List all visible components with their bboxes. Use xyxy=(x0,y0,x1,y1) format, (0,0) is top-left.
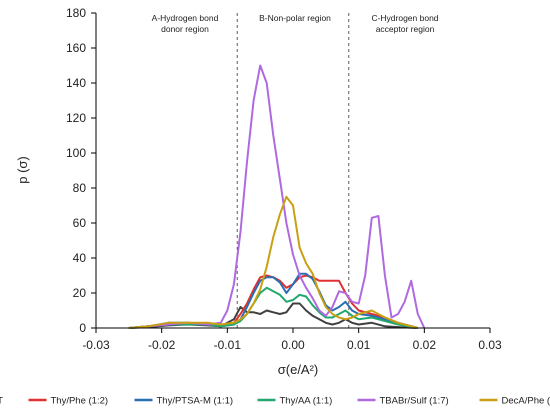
legend-label-5: TBABr/Sulf (1:7) xyxy=(380,396,449,407)
axes xyxy=(95,13,490,329)
legend: PET Thy/Phe (1:2) Thy/PTSA-M (1:1) Thy/AA (… xyxy=(0,396,550,407)
series-lines xyxy=(128,64,426,329)
x-tick-label: -0.01 xyxy=(214,338,242,352)
x-axis-label: σ(e/A²) xyxy=(278,362,319,377)
region-a-label-line2: donor region xyxy=(161,24,209,34)
x-tick-label: 0.03 xyxy=(478,338,502,352)
region-a-label-line1: A-Hydrogen bond xyxy=(152,13,219,23)
x-tick-label: -0.02 xyxy=(148,338,176,352)
series-line-6 xyxy=(128,195,419,329)
x-tick-label: 0.00 xyxy=(281,338,305,352)
legend-label-4: Thy/AA (1:1) xyxy=(280,396,333,407)
legend-label-1: PET xyxy=(0,396,3,407)
tick-labels: -0.03 -0.02 -0.01 0.00 0.01 0.02 0.03 0 20 40 60 80… xyxy=(66,6,502,352)
series-line-3 xyxy=(128,272,419,329)
y-tick-label: 160 xyxy=(66,41,86,55)
x-tick-label: -0.03 xyxy=(82,338,110,352)
y-tick-label: 100 xyxy=(66,146,86,160)
legend-label-3: Thy/PTSA-M (1:1) xyxy=(157,396,234,407)
series-line-5 xyxy=(128,64,426,329)
x-tick-label: 0.02 xyxy=(413,338,437,352)
y-tick-label: 20 xyxy=(73,286,87,300)
x-tick-label: 0.01 xyxy=(347,338,371,352)
y-tick-label: 0 xyxy=(79,321,86,335)
y-axis-label: p (σ) xyxy=(15,156,30,184)
region-b-label: B-Non-polar region xyxy=(259,13,331,23)
y-tick-label: 60 xyxy=(73,216,87,230)
y-tick-label: 80 xyxy=(73,181,87,195)
y-tick-label: 140 xyxy=(66,76,86,90)
region-dividers xyxy=(236,13,350,328)
y-tick-label: 180 xyxy=(66,6,86,20)
series-line-2 xyxy=(128,274,419,329)
region-c-label-line2: acceptor region xyxy=(376,24,435,34)
legend-label-6: DecA/Phe (2:1) xyxy=(502,396,550,407)
y-tick-label: 40 xyxy=(73,251,87,265)
y-tick-label: 120 xyxy=(66,111,86,125)
region-c-label-line1: C-Hydrogen bond xyxy=(371,13,438,23)
legend-label-2: Thy/Phe (1:2) xyxy=(51,396,109,407)
